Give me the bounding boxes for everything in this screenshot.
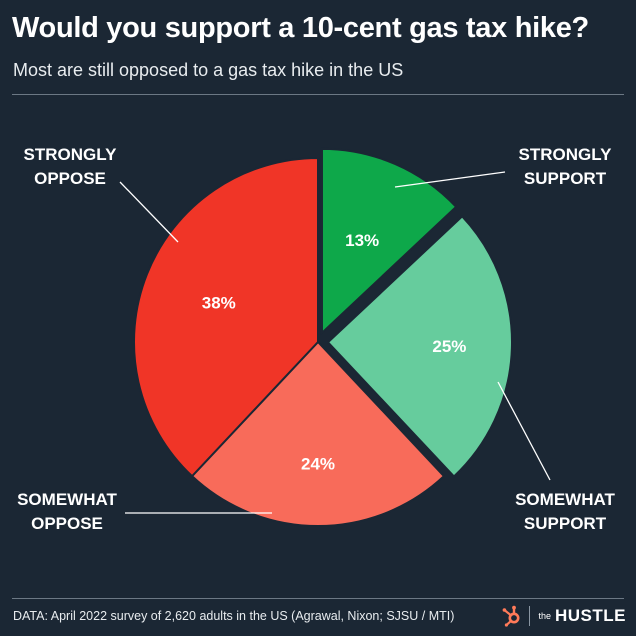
header-divider	[12, 94, 624, 95]
category-label: SOMEWHAT SUPPORT	[515, 490, 615, 533]
pie-slices	[133, 147, 513, 527]
leader-line	[119, 181, 179, 243]
source-note: DATA: April 2022 survey of 2,620 adults …	[13, 609, 455, 623]
category-labels: STRONGLY SUPPORT SOMEWHAT SUPPORT SOMEWHAT OP…	[17, 145, 615, 533]
pie-slice-strongly-support	[320, 147, 458, 336]
pie-slice-strongly-oppose	[133, 156, 319, 478]
value-label: 24%	[301, 454, 335, 473]
brand-name: HUSTLE	[555, 606, 626, 625]
value-label: 25%	[432, 337, 466, 356]
hubspot-sprocket-icon	[503, 605, 520, 627]
category-label: STRONGLY OPPOSE	[24, 145, 118, 188]
leader-line	[394, 171, 506, 188]
brand-logo: the HUSTLE	[501, 602, 626, 630]
value-labels: 13% 25% 24% 38%	[202, 231, 467, 473]
brand-the: the	[538, 611, 551, 621]
leader-lines	[119, 171, 551, 514]
brand-separator	[529, 606, 531, 626]
value-label: 38%	[202, 294, 236, 313]
category-label: STRONGLY SUPPORT	[519, 145, 613, 188]
leader-line	[497, 381, 551, 481]
pie-slice-somewhat-support	[326, 214, 513, 478]
pie-slice-somewhat-oppose	[190, 340, 446, 527]
page-title: Would you support a 10-cent gas tax hike…	[12, 12, 589, 44]
category-label: SOMEWHAT OPPOSE	[17, 490, 117, 533]
value-label: 13%	[345, 231, 379, 250]
page-subtitle: Most are still opposed to a gas tax hike…	[13, 60, 404, 80]
footer-divider	[12, 598, 624, 599]
